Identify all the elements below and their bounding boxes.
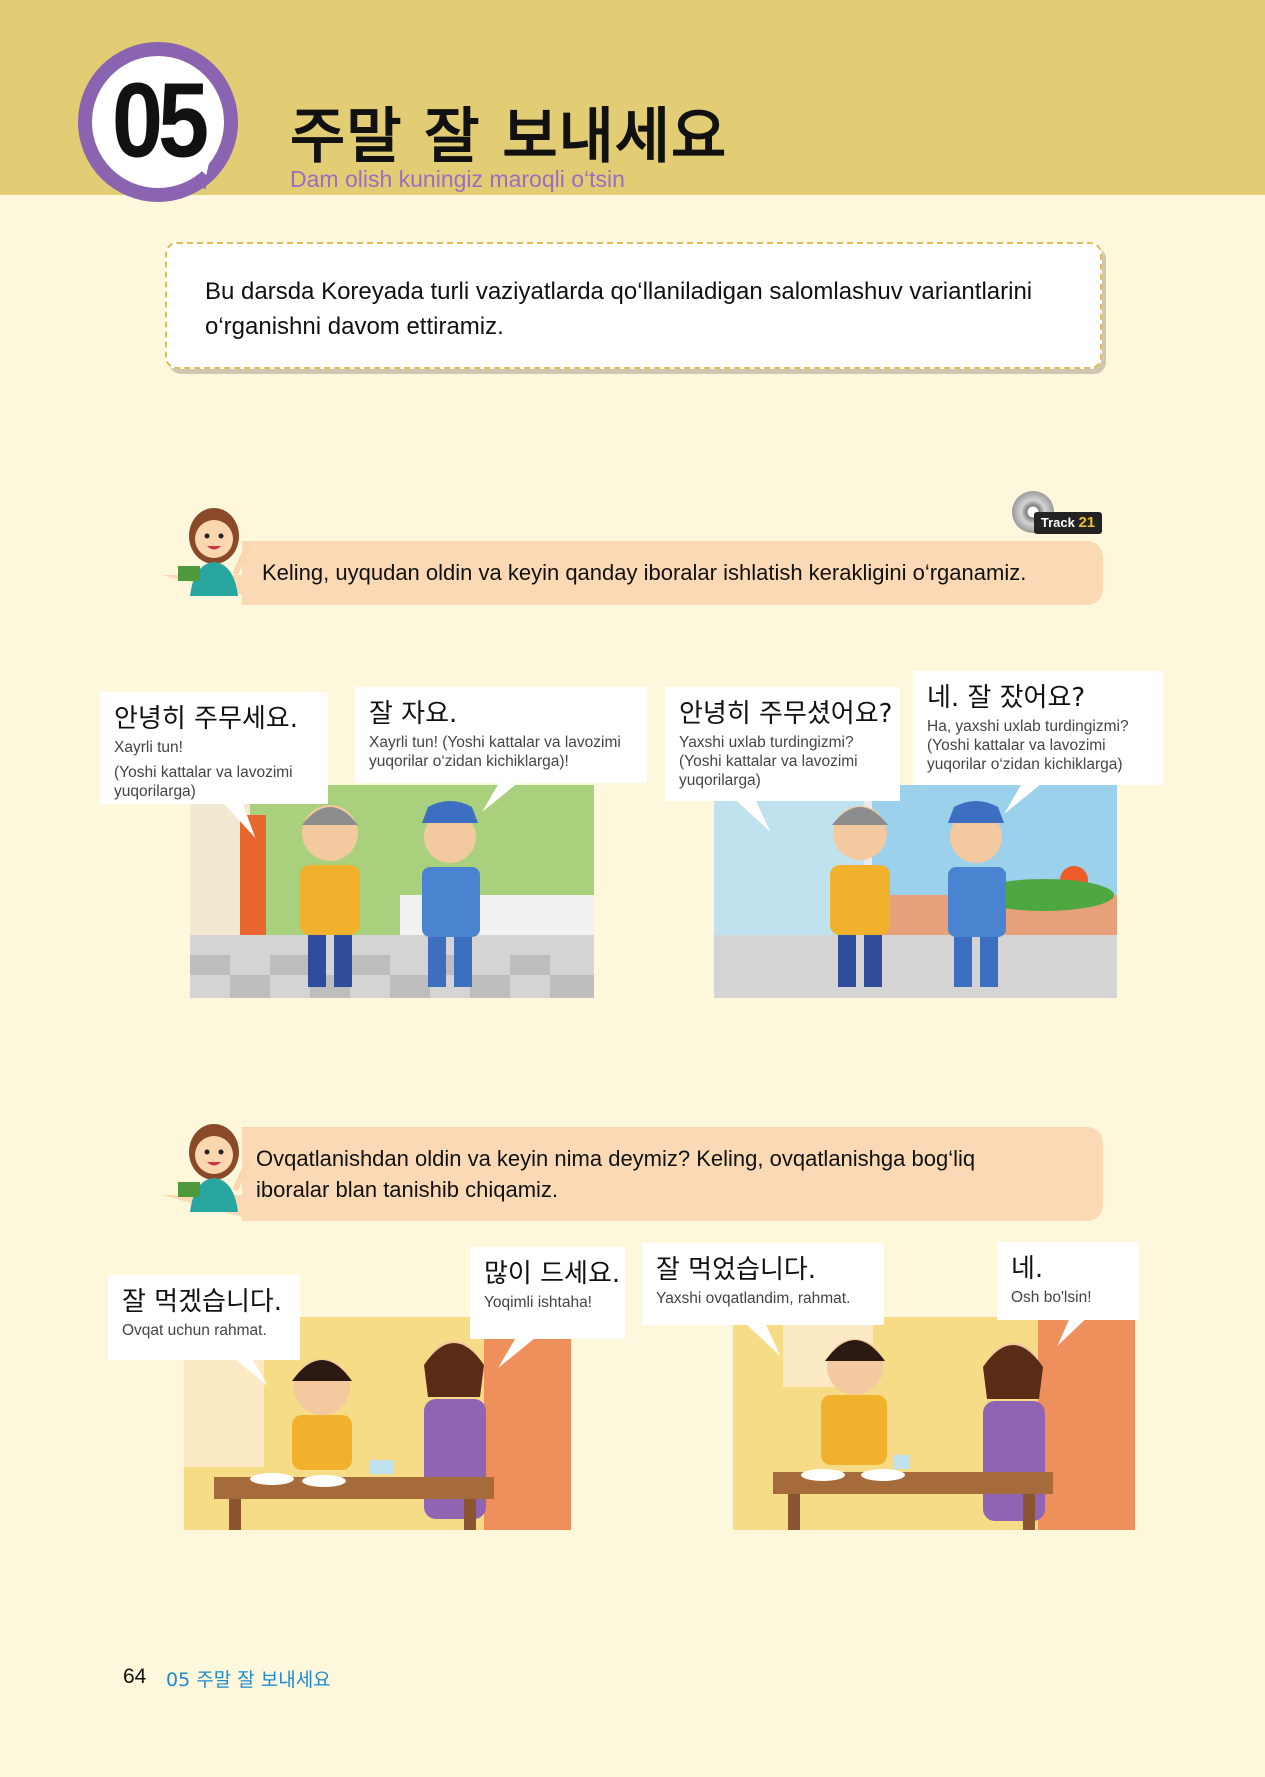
bubble-translation: Ovqat uchun rahmat. xyxy=(122,1322,267,1339)
bubble-korean: 많이 드세요. xyxy=(484,1259,621,1289)
teacher-icon xyxy=(178,1124,251,1212)
bubble-translation: Yaxshi uxlab turdingizmi? xyxy=(679,734,854,751)
scene-before-meal xyxy=(184,1317,571,1530)
track-number: 21 xyxy=(1078,514,1096,531)
bubble-translation: Yaxshi ovqatlandim, rahmat. xyxy=(656,1290,851,1307)
bubble-translation: Osh bo'lsin! xyxy=(1011,1289,1092,1306)
bubble-korean: 잘 먹었습니다. xyxy=(656,1255,817,1285)
speech-bubble-5: 잘 먹겠습니다. Ovqat uchun rahmat. xyxy=(108,1275,300,1360)
speech-bubble-6: 많이 드세요. Yoqimli ishtaha! xyxy=(470,1247,625,1339)
intro-box: Bu darsda Koreyada turli vaziyatlarda qo… xyxy=(165,242,1102,369)
lesson-subtitle: Dam olish kuningiz maroqli o‘tsin xyxy=(290,166,625,192)
speech-bubble-7: 잘 먹었습니다. Yaxshi ovqatlandim, rahmat. xyxy=(642,1243,884,1325)
page-number: 64 xyxy=(123,1665,147,1688)
bubble-translation: Yoqimli ishtaha! xyxy=(484,1294,592,1311)
scene-morning-greeting xyxy=(714,785,1117,998)
instruction-text-1: Keling, uyqudan oldin va keyin qanday ib… xyxy=(262,560,1027,585)
speech-bubble-3: 안녕히 주무셨어요? Yaxshi uxlab turdingizmi? (Yo… xyxy=(665,687,900,801)
bubble-note: (Yoshi kattalar va lavozimi yuqorilarga) xyxy=(114,764,293,800)
speech-bubble-1: 안녕히 주무세요. Xayrli tun! (Yoshi kattalar va… xyxy=(100,692,328,804)
lesson-title: 주말 잘 보내세요 xyxy=(290,102,728,172)
bubble-korean: 네. xyxy=(1011,1254,1044,1284)
lesson-badge: 05 xyxy=(78,42,238,202)
footer-lesson-title: 05 주말 잘 보내세요 xyxy=(166,1669,331,1691)
bubble-korean: 잘 자요. xyxy=(369,699,458,729)
scene-night-goodbye xyxy=(190,785,594,998)
teacher-icon xyxy=(178,508,251,596)
bubble-korean: 안녕히 주무세요. xyxy=(114,704,298,734)
instruction-text-2a: Ovqatlanishdan oldin va keyin nima deymi… xyxy=(256,1146,976,1171)
intro-text: Bu darsda Koreyada turli vaziyatlarda qo… xyxy=(205,278,1033,340)
track-prefix: Track xyxy=(1040,515,1075,530)
speech-bubble-2: 잘 자요. Xayrli tun! (Yoshi kattalar va lav… xyxy=(355,687,647,783)
bubble-korean: 잘 먹겠습니다. xyxy=(122,1287,283,1317)
bubble-note: (Yoshi kattalar va lavozimi yuqorilarga) xyxy=(679,753,858,789)
bubble-translation: Ha, yaxshi uxlab turdingizmi? xyxy=(927,718,1129,735)
instruction-text-2b: iboralar blan tanishib chiqamiz. xyxy=(256,1177,559,1202)
scene-after-meal xyxy=(733,1317,1135,1530)
bubble-note: (Yoshi kattalar va lavozimi yuqorilar o‘… xyxy=(927,737,1123,773)
bubble-translation: Xayrli tun! (Yoshi kattalar va lavozimi … xyxy=(369,734,621,770)
bubble-korean: 안녕히 주무셨어요? xyxy=(679,699,893,729)
instruction-bar-2: Ovqatlanishdan oldin va keyin nima deymi… xyxy=(242,1127,1103,1221)
lesson-number: 05 xyxy=(111,62,209,180)
instruction-bar-1: Keling, uyqudan oldin va keyin qanday ib… xyxy=(242,541,1103,605)
bubble-translation: Xayrli tun! xyxy=(114,739,183,756)
speech-bubble-4: 네. 잘 잤어요? Ha, yaxshi uxlab turdingizmi? … xyxy=(913,671,1163,785)
speech-bubble-8: 네. Osh bo'lsin! xyxy=(997,1242,1139,1320)
track-label[interactable]: Track 21 xyxy=(1034,512,1102,534)
bubble-korean: 네. 잘 잤어요? xyxy=(927,683,1086,713)
